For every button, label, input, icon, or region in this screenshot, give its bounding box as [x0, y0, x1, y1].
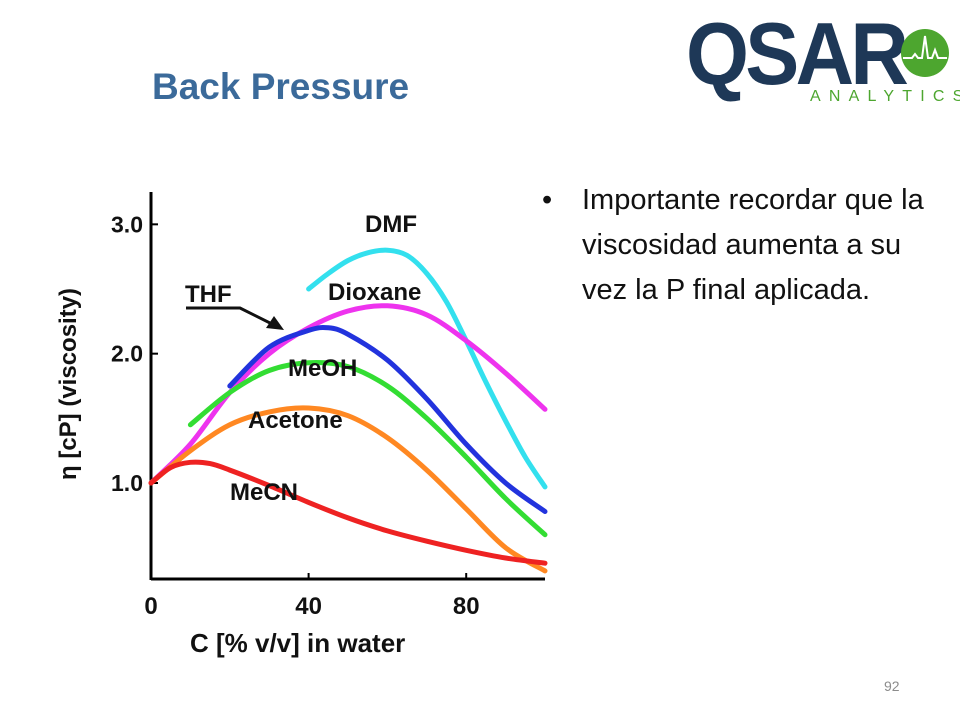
- series-line-thf: [227, 325, 548, 514]
- series-label-dioxane: Dioxane: [328, 279, 421, 306]
- y-tick-label: 2.0: [111, 341, 143, 367]
- axis-ticks: 1.0 2.0 3.0 0 40 80: [111, 211, 480, 620]
- series-label-mecn: MeCN: [230, 479, 298, 506]
- chart-series: [148, 247, 548, 574]
- series-line-mecn: [148, 459, 548, 566]
- x-tick-label: 0: [144, 593, 157, 620]
- x-tick-label: 40: [295, 593, 322, 620]
- axis-titles: C [% v/v] in water η [cP] (viscosity): [55, 288, 405, 658]
- series-line-meoh: [187, 360, 548, 538]
- series-labels: DMF Dioxane THF MeOH Acetone MeCN: [185, 211, 421, 506]
- bullet-item: • Importante recordar que la viscosidad …: [540, 178, 940, 313]
- logo-tagline: ANALYTICS: [810, 88, 960, 105]
- bullet-dot: •: [542, 184, 553, 216]
- series-label-dmf: DMF: [365, 211, 417, 238]
- x-axis-title: C [% v/v] in water: [190, 628, 405, 658]
- series-label-acetone: Acetone: [248, 407, 343, 434]
- thf-pointer-arrowhead: [266, 316, 284, 330]
- page-number: 92: [884, 678, 900, 694]
- series-line-acetone: [148, 405, 548, 574]
- y-tick-label: 3.0: [111, 211, 143, 237]
- qsar-logo: QSAR ANALYTICS: [686, 4, 960, 108]
- y-axis-title: η [cP] (viscosity): [55, 288, 82, 480]
- bullet-list: • Importante recordar que la viscosidad …: [540, 178, 940, 313]
- series-label-meoh: MeOH: [288, 355, 357, 382]
- slide-title: Back Pressure: [152, 66, 410, 107]
- x-tick-label: 80: [453, 593, 480, 620]
- chart-axes: [149, 192, 545, 581]
- green-circle-chromatogram-icon: [901, 29, 949, 77]
- logo-wordmark: QSAR: [686, 4, 909, 103]
- y-tick-label: 1.0: [111, 470, 143, 496]
- series-line-dioxane: [148, 303, 548, 486]
- thf-pointer-arrow: [186, 306, 279, 329]
- series-line-dmf: [306, 247, 548, 490]
- viscosity-chart: 1.0 2.0 3.0 0 40 80 DMF Dioxane THF MeOH Acet…: [55, 192, 548, 658]
- series-label-thf: THF: [185, 281, 232, 308]
- bullet-text: Importante recordar que la viscosidad au…: [582, 184, 924, 306]
